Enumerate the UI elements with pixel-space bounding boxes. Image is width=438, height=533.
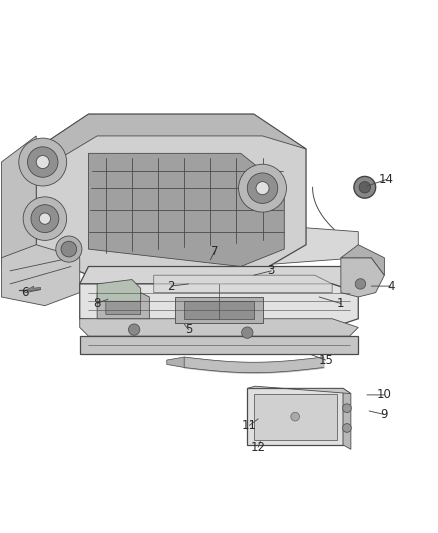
Text: 10: 10 (377, 389, 392, 401)
Text: 9: 9 (381, 408, 388, 421)
Text: 8: 8 (93, 297, 101, 310)
Polygon shape (247, 386, 351, 393)
Polygon shape (36, 114, 306, 162)
Text: 12: 12 (251, 441, 266, 454)
Circle shape (36, 156, 49, 168)
Polygon shape (1, 136, 36, 266)
Circle shape (56, 236, 82, 262)
Polygon shape (341, 245, 385, 275)
Circle shape (61, 241, 77, 257)
Circle shape (239, 164, 286, 212)
Circle shape (19, 138, 67, 186)
Circle shape (354, 176, 376, 198)
Polygon shape (80, 284, 358, 327)
Text: 4: 4 (387, 280, 395, 293)
Circle shape (28, 147, 58, 177)
Text: 14: 14 (379, 173, 394, 186)
Circle shape (291, 413, 300, 421)
Text: 6: 6 (21, 286, 29, 299)
Text: 3: 3 (268, 264, 275, 277)
Circle shape (343, 404, 351, 413)
Polygon shape (80, 266, 367, 293)
Circle shape (39, 213, 50, 224)
Text: 5: 5 (185, 323, 192, 336)
Polygon shape (97, 279, 141, 301)
Polygon shape (254, 393, 336, 440)
Polygon shape (176, 297, 262, 323)
Polygon shape (88, 154, 284, 266)
Text: 11: 11 (242, 419, 257, 432)
Polygon shape (247, 389, 343, 445)
Circle shape (128, 324, 140, 335)
Circle shape (247, 173, 278, 204)
Polygon shape (343, 389, 351, 449)
Circle shape (359, 182, 371, 193)
Text: 1: 1 (337, 297, 345, 310)
Circle shape (355, 279, 366, 289)
Circle shape (31, 205, 59, 232)
Polygon shape (25, 286, 41, 290)
Polygon shape (80, 319, 358, 336)
Circle shape (23, 197, 67, 240)
Polygon shape (97, 288, 149, 319)
Polygon shape (341, 258, 385, 297)
Polygon shape (184, 301, 254, 319)
Polygon shape (88, 223, 358, 284)
Text: 7: 7 (211, 245, 219, 258)
Polygon shape (80, 336, 358, 353)
Circle shape (343, 424, 351, 432)
Circle shape (242, 327, 253, 338)
Circle shape (256, 182, 269, 195)
Text: 15: 15 (318, 353, 333, 367)
Polygon shape (1, 245, 80, 305)
Text: 2: 2 (167, 280, 175, 293)
Polygon shape (106, 293, 141, 314)
Polygon shape (154, 275, 332, 293)
Polygon shape (36, 114, 306, 275)
Polygon shape (167, 357, 184, 367)
